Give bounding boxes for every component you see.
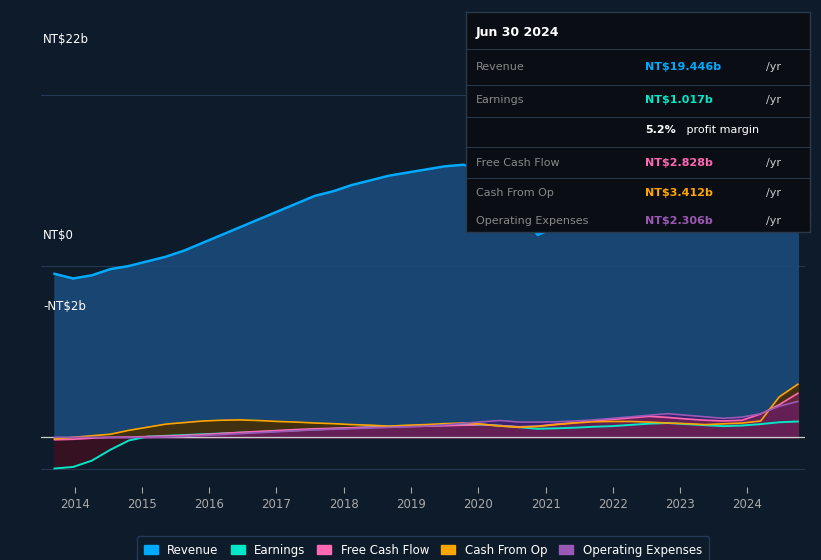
Text: /yr: /yr — [765, 188, 781, 198]
Text: NT$2.306b: NT$2.306b — [644, 216, 713, 226]
Text: /yr: /yr — [765, 157, 781, 167]
Text: NT$1.017b: NT$1.017b — [644, 95, 713, 105]
Text: Revenue: Revenue — [476, 62, 525, 72]
Text: Operating Expenses: Operating Expenses — [476, 216, 588, 226]
Text: /yr: /yr — [765, 95, 781, 105]
Text: /yr: /yr — [765, 62, 781, 72]
Text: 5.2%: 5.2% — [644, 125, 676, 136]
Text: NT$2.828b: NT$2.828b — [644, 157, 713, 167]
Text: -NT$2b: -NT$2b — [44, 300, 86, 312]
Text: NT$22b: NT$22b — [44, 33, 89, 46]
Text: profit margin: profit margin — [683, 125, 759, 136]
Text: /yr: /yr — [765, 216, 781, 226]
Text: Cash From Op: Cash From Op — [476, 188, 553, 198]
Legend: Revenue, Earnings, Free Cash Flow, Cash From Op, Operating Expenses: Revenue, Earnings, Free Cash Flow, Cash … — [136, 536, 709, 560]
Text: NT$19.446b: NT$19.446b — [644, 62, 721, 72]
Text: Earnings: Earnings — [476, 95, 525, 105]
Text: NT$0: NT$0 — [44, 229, 74, 242]
Text: Jun 30 2024: Jun 30 2024 — [476, 26, 559, 39]
Text: NT$3.412b: NT$3.412b — [644, 188, 713, 198]
Text: Free Cash Flow: Free Cash Flow — [476, 157, 559, 167]
